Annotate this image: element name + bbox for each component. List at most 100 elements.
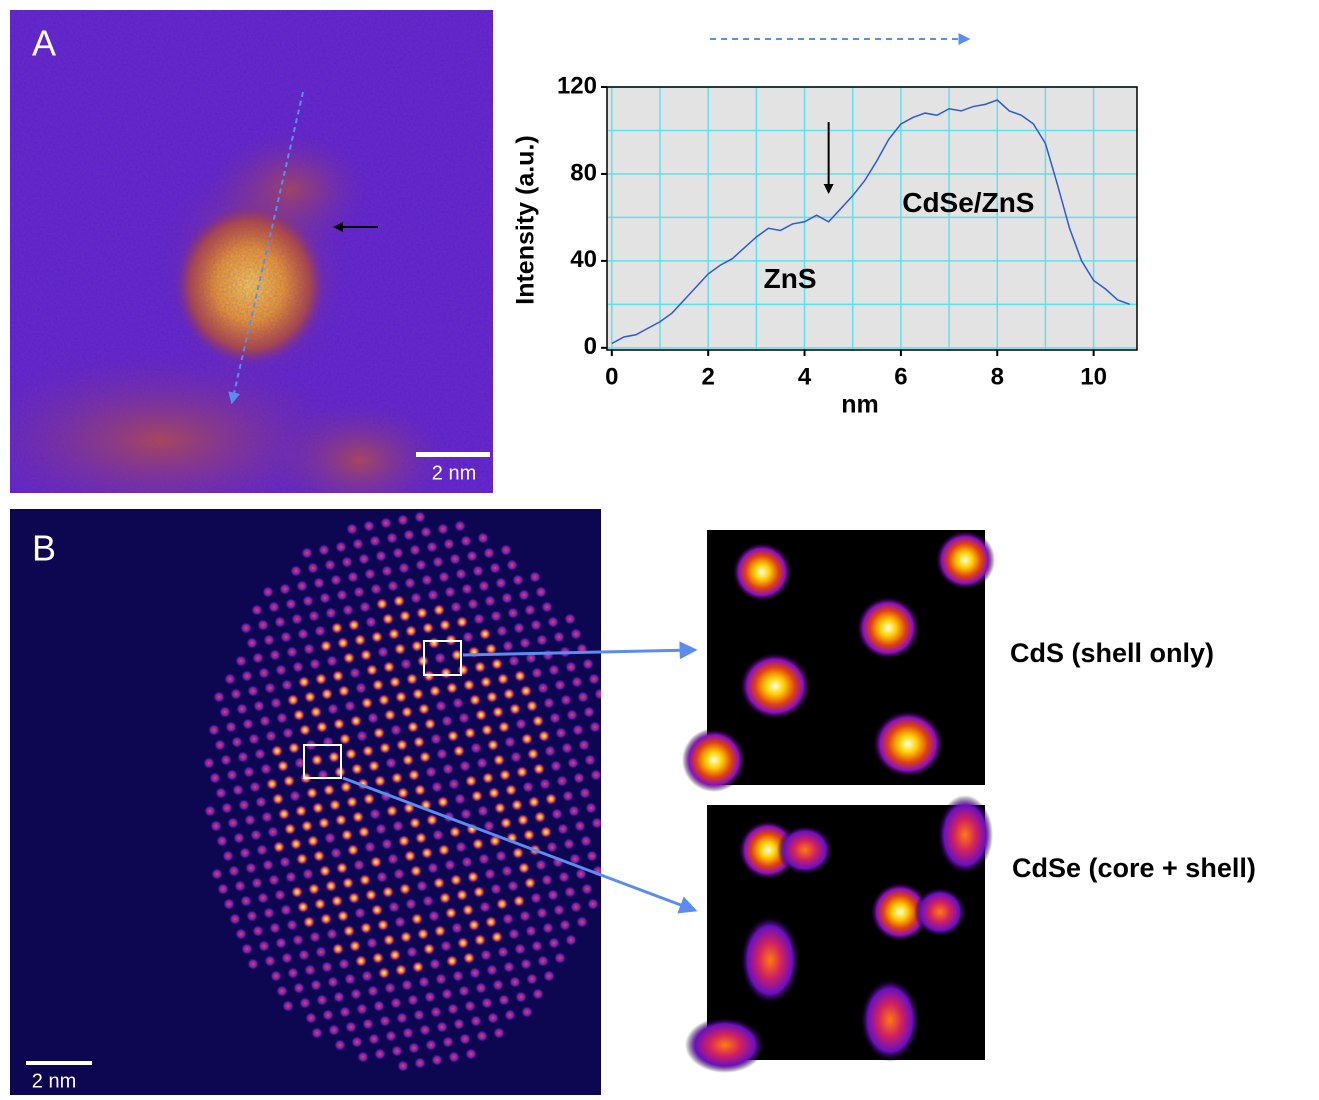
atom-column (385, 1030, 397, 1042)
atom-column (210, 820, 222, 832)
atom-column (427, 589, 439, 601)
atom-column (338, 685, 350, 697)
atom-column (390, 724, 402, 736)
atom-column (431, 781, 443, 793)
atom-column (272, 793, 284, 805)
atom-column (408, 769, 420, 781)
y-tick-label: 80 (570, 159, 597, 186)
atom-column (350, 715, 362, 727)
atom-column (472, 838, 484, 850)
atom-column (450, 874, 462, 886)
x-tick-label: 2 (702, 363, 715, 390)
atom-column (494, 802, 506, 814)
atom-column (410, 592, 422, 604)
atom-column (502, 640, 514, 652)
atom-column (448, 778, 460, 790)
atom-column (398, 835, 410, 847)
atom-column (293, 709, 305, 721)
atom-column (434, 652, 446, 664)
atom-column (536, 907, 548, 919)
atom-column (341, 829, 353, 841)
inset-cds (682, 530, 995, 792)
atom-column (407, 994, 419, 1006)
atom-column (425, 1039, 437, 1051)
atom-column (401, 706, 413, 718)
inset-label: CdSe (core + shell) (1012, 853, 1256, 883)
atom-column (482, 772, 494, 784)
atom-column (311, 1027, 323, 1039)
atom-column (414, 511, 426, 523)
atom-column (255, 796, 267, 808)
atom-column (568, 805, 580, 817)
atom-column (486, 964, 498, 976)
atom-column (237, 751, 249, 763)
atom-column (421, 574, 433, 586)
atom-column (374, 775, 386, 787)
atom-column (474, 661, 486, 673)
atom-column (232, 784, 244, 796)
atom-column (483, 547, 495, 559)
atom-column (390, 997, 402, 1009)
atom-column (509, 976, 521, 988)
atom-column (276, 985, 288, 997)
atom-column (458, 712, 470, 724)
atom-column (348, 892, 360, 904)
atom-column (508, 928, 520, 940)
atom-column (515, 718, 527, 730)
atom-column (257, 619, 269, 631)
atom-column (433, 877, 445, 889)
atom-column (591, 817, 603, 829)
atom-column (386, 532, 398, 544)
x-tick-label: 6 (894, 363, 907, 390)
atom-column (382, 886, 394, 898)
atom-column (235, 928, 247, 940)
atom-column (429, 958, 441, 970)
atom-column (307, 562, 319, 574)
atom-column (302, 595, 314, 607)
atom-column (244, 814, 256, 826)
atom-column (344, 973, 356, 985)
atom-column (412, 961, 424, 973)
atom-column (554, 679, 566, 691)
atom-column (224, 673, 236, 685)
atom-column (306, 787, 318, 799)
atom-column (413, 736, 425, 748)
atom-column (305, 1012, 317, 1024)
atom-column (363, 793, 375, 805)
atom-column (418, 703, 430, 715)
atom-column (337, 637, 349, 649)
atom-column (389, 949, 401, 961)
atom-column (324, 832, 336, 844)
atom-column (377, 646, 389, 658)
atom-column (484, 868, 496, 880)
atom-column (252, 925, 264, 937)
atom-column (352, 811, 364, 823)
atom-column (335, 541, 347, 553)
atom-column (247, 685, 259, 697)
atom-column (454, 520, 466, 532)
atom-column (473, 886, 485, 898)
atom-column (498, 994, 510, 1006)
atom-column (424, 718, 436, 730)
atom-column (558, 871, 570, 883)
atom-column (523, 829, 535, 841)
atom-column (485, 916, 497, 928)
atom-column (304, 691, 316, 703)
atom-column (315, 673, 327, 685)
atom-column (567, 757, 579, 769)
atom-column (530, 619, 542, 631)
atom-column (480, 949, 492, 961)
atom-column (446, 682, 458, 694)
atom-column (270, 697, 282, 709)
atom-column (381, 838, 393, 850)
atom-column (463, 952, 475, 964)
atom-column (226, 769, 238, 781)
atom-column (408, 1042, 420, 1054)
atom-column (234, 880, 246, 892)
atom-column (455, 568, 467, 580)
atom-column (239, 847, 251, 859)
atom-column (530, 892, 542, 904)
panel-b-image (10, 509, 606, 1095)
atom-column (456, 616, 468, 628)
atom-column (532, 715, 544, 727)
